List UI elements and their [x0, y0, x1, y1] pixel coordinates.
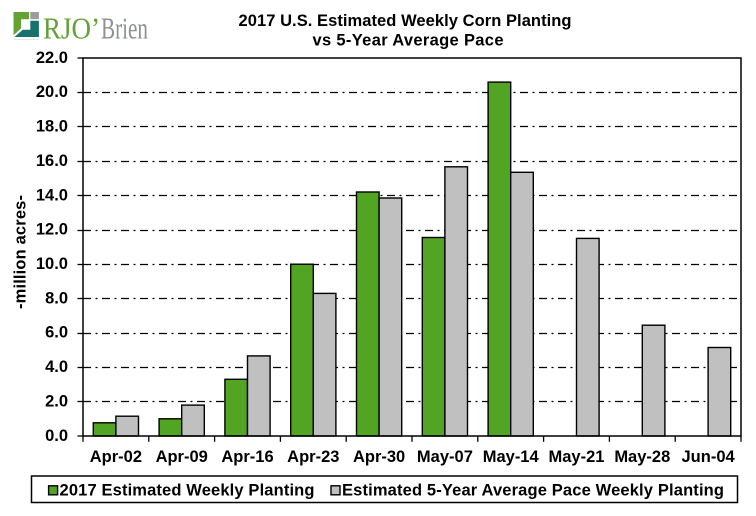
svg-text:-million acres-: -million acres- [12, 195, 30, 309]
svg-text:16.0: 16.0 [36, 152, 68, 170]
svg-text:vs 5-Year Average Pace: vs 5-Year Average Pace [313, 32, 504, 50]
svg-text:8.0: 8.0 [45, 289, 68, 307]
svg-text:18.0: 18.0 [36, 118, 68, 136]
svg-text:Apr-23: Apr-23 [287, 448, 339, 466]
svg-text:Apr-09: Apr-09 [156, 448, 208, 466]
svg-text:RJO’: RJO’ [43, 11, 100, 46]
svg-text:22.0: 22.0 [36, 49, 68, 67]
svg-text:May-07: May-07 [417, 448, 473, 466]
svg-text:6.0: 6.0 [45, 324, 68, 342]
svg-text:12.0: 12.0 [36, 221, 68, 239]
svg-text:Estimated 5-Year Average Pace: Estimated 5-Year Average Pace Weekly Pla… [342, 482, 724, 500]
svg-text:Jun-04: Jun-04 [682, 448, 736, 466]
svg-text:4.0: 4.0 [45, 358, 68, 376]
svg-text:20.0: 20.0 [36, 83, 68, 101]
svg-text:2017 Estimated Weekly Planting: 2017 Estimated Weekly Planting [60, 482, 315, 500]
svg-text:Apr-16: Apr-16 [221, 448, 273, 466]
svg-text:May-28: May-28 [614, 448, 670, 466]
svg-text:0.0: 0.0 [45, 427, 68, 445]
svg-text:2.0: 2.0 [45, 392, 68, 410]
svg-text:May-14: May-14 [483, 448, 540, 466]
svg-text:May-21: May-21 [549, 448, 605, 466]
svg-text:2017 U.S. Estimated Weekly Cor: 2017 U.S. Estimated Weekly Corn Planting [239, 12, 572, 30]
svg-text:Apr-30: Apr-30 [353, 448, 405, 466]
svg-text:Apr-02: Apr-02 [90, 448, 142, 466]
svg-text:Brien: Brien [101, 11, 148, 46]
svg-text:14.0: 14.0 [36, 186, 68, 204]
svg-text:10.0: 10.0 [36, 255, 68, 273]
